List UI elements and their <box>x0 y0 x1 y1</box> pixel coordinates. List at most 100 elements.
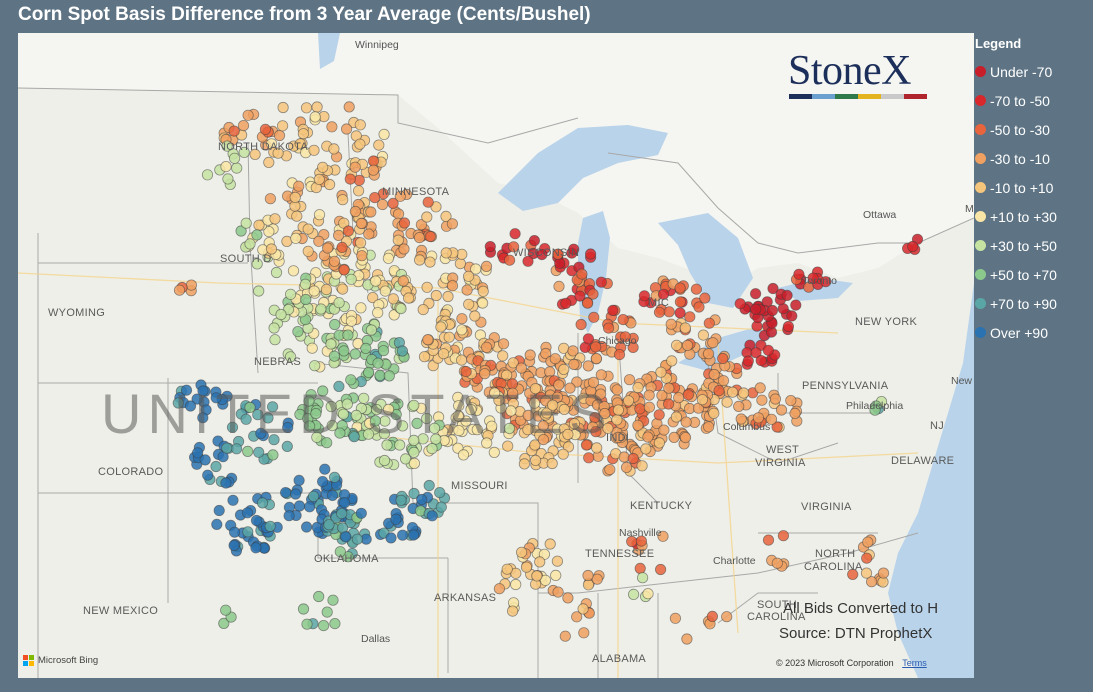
bid-location-dot[interactable] <box>540 347 552 360</box>
bid-location-dot[interactable] <box>252 409 264 421</box>
bid-location-dot[interactable] <box>382 403 395 415</box>
bid-location-dot[interactable] <box>340 123 353 135</box>
bid-location-dot[interactable] <box>862 536 874 548</box>
bid-location-dot[interactable] <box>707 337 719 349</box>
bid-location-dot[interactable] <box>372 307 384 319</box>
legend-item[interactable]: +10 to +30 <box>975 202 1090 231</box>
bid-location-dot[interactable] <box>591 442 603 454</box>
bid-location-dot[interactable] <box>302 223 314 235</box>
bid-location-dot[interactable] <box>551 555 564 567</box>
bid-location-dot[interactable] <box>309 111 321 123</box>
bid-location-dot[interactable] <box>226 421 239 433</box>
bid-location-dot[interactable] <box>674 282 686 294</box>
bid-location-dot[interactable] <box>550 569 562 582</box>
bid-location-dot[interactable] <box>416 493 428 506</box>
bid-location-dot[interactable] <box>301 618 313 630</box>
bid-location-dot[interactable] <box>354 138 366 150</box>
bid-location-dot[interactable] <box>440 247 452 259</box>
bid-location-dot[interactable] <box>259 123 271 136</box>
bid-location-dot[interactable] <box>699 292 711 304</box>
bid-location-dot[interactable] <box>721 611 733 623</box>
bid-location-dot[interactable] <box>303 501 316 513</box>
bid-location-dot[interactable] <box>578 627 590 639</box>
bid-location-dot[interactable] <box>574 290 586 302</box>
bid-location-dot[interactable] <box>355 507 367 519</box>
bid-location-dot[interactable] <box>536 249 548 261</box>
bid-location-dot[interactable] <box>762 534 775 546</box>
bid-location-dot[interactable] <box>418 351 431 363</box>
bid-location-dot[interactable] <box>769 393 782 405</box>
bid-location-dot[interactable] <box>708 368 720 381</box>
bid-location-dot[interactable] <box>253 446 265 458</box>
bid-location-dot[interactable] <box>273 129 286 142</box>
bid-location-dot[interactable] <box>430 289 442 302</box>
bid-location-dot[interactable] <box>337 194 349 206</box>
bid-location-dot[interactable] <box>328 143 340 155</box>
bid-location-dot[interactable] <box>781 289 793 301</box>
bid-location-dot[interactable] <box>374 369 386 381</box>
bid-location-dot[interactable] <box>334 427 346 439</box>
bid-location-dot[interactable] <box>268 322 280 334</box>
bid-location-dot[interactable] <box>255 427 267 439</box>
bid-location-dot[interactable] <box>315 303 327 315</box>
bid-location-dot[interactable] <box>503 422 515 434</box>
bid-location-dot[interactable] <box>192 447 204 459</box>
bid-location-dot[interactable] <box>777 530 790 542</box>
bid-location-dot[interactable] <box>782 320 795 333</box>
bid-location-dot[interactable] <box>562 428 574 440</box>
bid-location-dot[interactable] <box>590 341 602 353</box>
bid-location-dot[interactable] <box>456 313 468 325</box>
bid-location-dot[interactable] <box>721 396 733 408</box>
bid-location-dot[interactable] <box>313 209 326 221</box>
bid-location-dot[interactable] <box>310 407 322 420</box>
bid-location-dot[interactable] <box>670 411 683 423</box>
bid-location-dot[interactable] <box>317 385 329 397</box>
bid-location-dot[interactable] <box>249 148 261 161</box>
bid-location-dot[interactable] <box>602 422 614 434</box>
bid-location-dot[interactable] <box>544 538 556 550</box>
bid-location-dot[interactable] <box>311 431 323 443</box>
bid-location-dot[interactable] <box>220 161 232 173</box>
bid-location-dot[interactable] <box>235 225 247 237</box>
bid-location-dot[interactable] <box>560 297 572 309</box>
bid-location-dot[interactable] <box>276 120 289 132</box>
legend-item[interactable]: -50 to -30 <box>975 115 1090 144</box>
bid-location-dot[interactable] <box>345 273 357 285</box>
bid-location-dot[interactable] <box>303 395 315 407</box>
bid-location-dot[interactable] <box>476 297 489 309</box>
bid-location-dot[interactable] <box>281 440 293 452</box>
bid-location-dot[interactable] <box>342 225 354 237</box>
bid-location-dot[interactable] <box>663 382 675 394</box>
bid-location-dot[interactable] <box>697 329 710 341</box>
bid-location-dot[interactable] <box>421 281 433 293</box>
bid-location-dot[interactable] <box>325 400 337 413</box>
bid-location-dot[interactable] <box>595 369 607 381</box>
bid-location-dot[interactable] <box>503 254 516 266</box>
bid-location-dot[interactable] <box>387 197 399 209</box>
bid-location-dot[interactable] <box>634 403 646 415</box>
bid-location-dot[interactable] <box>668 431 680 443</box>
bid-location-dot[interactable] <box>547 399 559 411</box>
bid-location-dot[interactable] <box>306 342 318 354</box>
bid-location-dot[interactable] <box>300 293 312 306</box>
bid-location-dot[interactable] <box>349 161 361 173</box>
bid-location-dot[interactable] <box>575 318 587 331</box>
bid-location-dot[interactable] <box>184 400 197 412</box>
bid-location-dot[interactable] <box>387 293 399 305</box>
bid-location-dot[interactable] <box>309 360 321 372</box>
bid-location-dot[interactable] <box>396 345 408 357</box>
bid-location-dot[interactable] <box>385 532 397 544</box>
bid-location-dot[interactable] <box>344 173 356 185</box>
bid-location-dot[interactable] <box>408 399 420 411</box>
bid-location-dot[interactable] <box>434 486 446 499</box>
bid-location-dot[interactable] <box>617 313 629 326</box>
bid-location-dot[interactable] <box>435 321 447 333</box>
bid-location-dot[interactable] <box>568 418 581 430</box>
bid-location-dot[interactable] <box>507 241 520 253</box>
bid-location-dot[interactable] <box>690 283 703 295</box>
bid-location-dot[interactable] <box>582 360 594 372</box>
bid-location-dot[interactable] <box>502 440 514 452</box>
bid-location-dot[interactable] <box>381 439 393 451</box>
bid-location-dot[interactable] <box>399 453 412 465</box>
legend-item[interactable]: Under -70 <box>975 57 1090 86</box>
